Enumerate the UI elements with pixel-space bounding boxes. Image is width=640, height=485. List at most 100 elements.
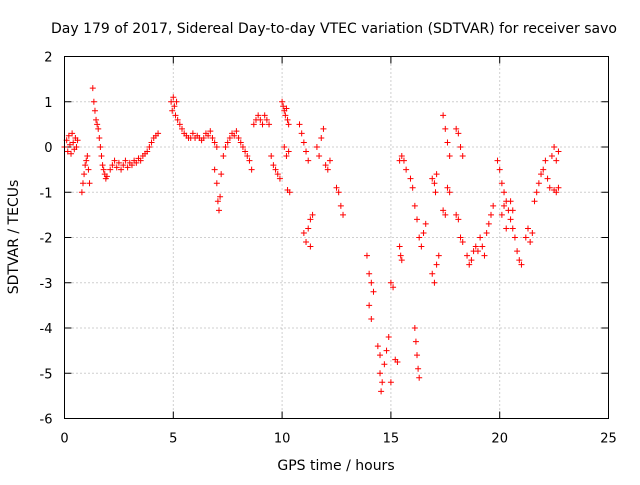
data-point-marker [68,150,75,157]
data-point-marker [431,180,438,187]
data-point-marker [472,243,479,250]
data-point-marker [124,164,131,171]
data-point-marker [377,370,384,377]
data-point-marker [220,153,227,160]
data-point-marker [459,153,466,160]
data-point-marker [272,166,279,173]
data-point-marker [422,220,429,227]
data-point-marker [407,175,414,182]
data-point-marker [313,144,320,150]
y-tick-label: -3 [40,277,53,292]
data-point-marker [363,252,370,259]
data-point-marker [207,128,214,135]
data-point-marker [411,325,418,331]
y-tick-label: -4 [40,322,53,337]
data-point-marker [333,184,340,191]
data-point-marker [282,112,289,119]
data-point-marker [457,234,464,241]
data-point-marker [189,130,196,137]
data-point-marker [533,189,540,196]
data-point-marker [144,148,151,155]
data-point-marker [111,157,118,164]
data-point-marker [507,216,514,223]
data-point-marker [239,144,246,150]
data-point-marker [90,98,97,105]
data-point-marker [479,243,486,250]
data-point-marker [179,125,186,132]
data-point-marker [531,198,538,205]
data-point-marker [266,121,273,128]
data-point-marker [381,361,388,368]
data-point-marker [276,175,283,182]
axis-ticks: 0 5 10 15 20 25 -6 -5 -4 -3 -2 -1 0 1 2 [40,51,617,447]
data-point-marker [113,164,120,171]
data-point-marker [544,175,551,182]
data-point-marker [551,144,558,150]
y-tick-label: 0 [44,141,52,156]
data-point-marker [446,189,453,196]
chart-title: Day 179 of 2017, Sidereal Day-to-day VTE… [51,21,617,37]
y-tick-label: 2 [44,51,52,66]
data-point-marker [320,125,327,132]
data-point-marker [446,153,453,160]
data-point-marker [416,374,423,381]
data-point-marker [420,229,427,236]
data-point-marker [65,132,72,139]
data-point-marker [205,132,212,139]
x-tick-label: 20 [491,432,508,447]
data-point-marker [231,132,238,139]
data-point-marker [374,343,381,350]
x-axis-label: GPS time / hours [277,458,394,474]
data-point-marker [285,121,292,128]
data-point-marker [542,157,549,164]
data-point-marker [538,171,545,178]
data-point-marker [298,130,305,137]
data-point-marker [416,234,423,241]
x-tick-label: 15 [383,432,400,447]
data-point-marker [74,137,81,144]
data-point-marker [97,144,104,150]
data-point-marker [390,284,397,291]
data-point-marker [171,103,178,110]
data-point-marker [498,211,505,218]
data-point-marker [270,162,277,169]
data-point-marker [368,315,375,322]
data-point-marker [109,162,116,169]
data-point-marker [268,153,275,160]
data-point-marker [283,105,290,112]
data-point-marker [128,162,135,169]
data-point-marker [418,243,425,250]
data-point-marker [383,347,390,354]
x-tick-label: 25 [600,432,617,447]
data-point-marker [412,338,419,345]
data-point-marker [96,134,103,141]
data-point-marker [213,144,220,150]
data-point-marker [553,157,560,164]
data-point-marker [155,130,162,137]
data-point-marker [524,225,531,232]
data-point-marker [318,134,325,141]
data-point-marker [440,112,447,119]
data-point-marker [300,139,307,146]
data-points [61,85,562,395]
data-point-marker [483,229,490,236]
data-point-marker [83,157,90,164]
data-point-marker [244,153,251,160]
data-point-marker [250,121,257,128]
data-point-marker [487,211,494,218]
data-point-marker [307,243,314,250]
data-point-marker [281,144,288,150]
data-point-marker [546,184,553,191]
data-point-marker [224,139,231,146]
data-point-marker [70,139,77,146]
data-point-marker [522,234,529,241]
data-point-marker [498,180,505,187]
data-point-marker [466,261,473,268]
data-point-marker [387,279,394,286]
data-point-marker [284,116,291,123]
data-point-marker [494,157,501,164]
data-point-marker [335,189,342,196]
data-point-marker [326,157,333,164]
data-point-marker [222,144,229,150]
